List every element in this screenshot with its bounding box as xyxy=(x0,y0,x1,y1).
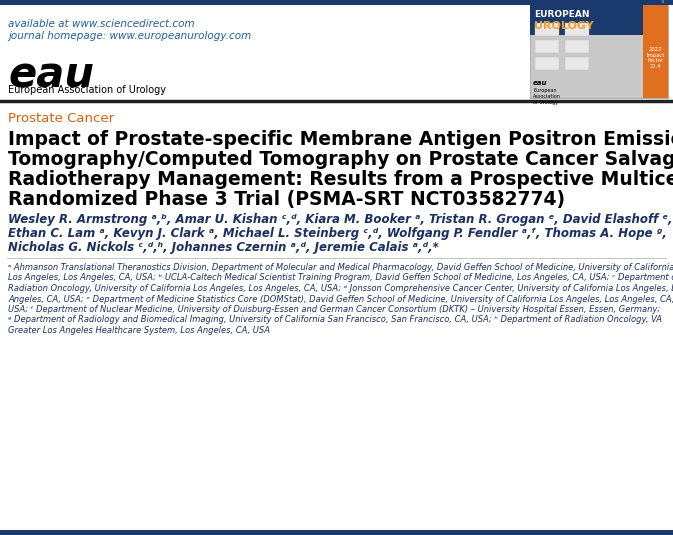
Bar xyxy=(0,530,673,535)
Bar xyxy=(0,0,673,5)
Text: European Association of Urology: European Association of Urology xyxy=(8,85,166,95)
Bar xyxy=(565,57,589,70)
Text: Los Angeles, Los Angeles, CA, USA; ᵇ UCLA-Caltech Medical Scientist Training Pro: Los Angeles, Los Angeles, CA, USA; ᵇ UCL… xyxy=(8,273,673,282)
Bar xyxy=(643,42,668,75)
Bar xyxy=(535,57,559,70)
Text: EUROPEAN: EUROPEAN xyxy=(534,10,590,19)
Text: ‖: ‖ xyxy=(660,0,664,3)
Bar xyxy=(530,5,668,98)
Text: European
Association
of Urology: European Association of Urology xyxy=(533,88,561,105)
Text: Prostate Cancer: Prostate Cancer xyxy=(8,112,114,125)
Text: 2022
Impact
Factor
21.4: 2022 Impact Factor 21.4 xyxy=(646,47,665,69)
Text: Ethan C. Lam ᵃ, Kevyn J. Clark ᵃ, Michael L. Steinberg ᶜ,ᵈ, Wolfgang P. Fendler : Ethan C. Lam ᵃ, Kevyn J. Clark ᵃ, Michae… xyxy=(8,227,667,240)
Text: Nicholas G. Nickols ᶜ,ᵈ,ʰ, Johannes Czernin ᵃ,ᵈ, Jeremie Calais ᵃ,ᵈ,*: Nicholas G. Nickols ᶜ,ᵈ,ʰ, Johannes Czer… xyxy=(8,241,439,254)
Text: eau: eau xyxy=(533,80,548,86)
Bar xyxy=(565,23,589,36)
Bar xyxy=(535,40,559,53)
Text: available at www.sciencedirect.com: available at www.sciencedirect.com xyxy=(8,19,194,29)
Bar xyxy=(643,5,668,98)
Text: UROLOGY: UROLOGY xyxy=(534,21,594,31)
Bar xyxy=(565,40,589,53)
Text: Greater Los Angeles Healthcare System, Los Angeles, CA, USA: Greater Los Angeles Healthcare System, L… xyxy=(8,326,270,335)
Text: ᵃ Ahmanson Translational Theranostics Division, Department of Molecular and Medi: ᵃ Ahmanson Translational Theranostics Di… xyxy=(8,263,673,272)
Text: ᵍ Department of Radiology and Biomedical Imaging, University of California San F: ᵍ Department of Radiology and Biomedical… xyxy=(8,316,662,325)
Bar xyxy=(530,5,643,35)
Text: Radiation Oncology, University of California Los Angeles, Los Angeles, CA, USA; : Radiation Oncology, University of Califo… xyxy=(8,284,673,293)
Text: Impact of Prostate-specific Membrane Antigen Positron Emission: Impact of Prostate-specific Membrane Ant… xyxy=(8,130,673,149)
Text: eau: eau xyxy=(8,55,94,97)
Text: USA; ᶠ Department of Nuclear Medicine, University of Duisburg-Essen and German C: USA; ᶠ Department of Nuclear Medicine, U… xyxy=(8,305,660,314)
Text: Randomized Phase 3 Trial (PSMA-SRT NCT03582774): Randomized Phase 3 Trial (PSMA-SRT NCT03… xyxy=(8,190,565,209)
Bar xyxy=(535,23,559,36)
Text: Radiotherapy Management: Results from a Prospective Multicenter: Radiotherapy Management: Results from a … xyxy=(8,170,673,189)
Text: Wesley R. Armstrong ᵃ,ᵇ, Amar U. Kishan ᶜ,ᵈ, Kiara M. Booker ᵃ, Tristan R. Groga: Wesley R. Armstrong ᵃ,ᵇ, Amar U. Kishan … xyxy=(8,213,672,226)
Text: Tomography/Computed Tomography on Prostate Cancer Salvage: Tomography/Computed Tomography on Prosta… xyxy=(8,150,673,169)
Text: Angeles, CA, USA; ᵉ Department of Medicine Statistics Core (DOMStat), David Geff: Angeles, CA, USA; ᵉ Department of Medici… xyxy=(8,294,673,303)
Text: journal homepage: www.europeanurology.com: journal homepage: www.europeanurology.co… xyxy=(8,31,251,41)
